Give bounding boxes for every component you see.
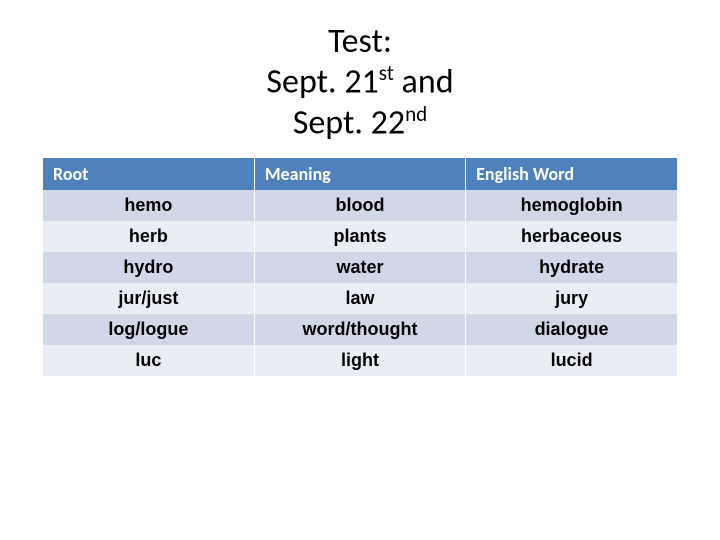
col-header-english-word: English Word: [466, 158, 677, 190]
col-header-meaning: Meaning: [254, 158, 465, 190]
cell-meaning: blood: [254, 190, 465, 221]
title-line2-suffix: and: [394, 61, 454, 102]
cell-meaning: plants: [254, 221, 465, 252]
title-line3-sup: nd: [405, 101, 427, 127]
table-row: jur/just law jury: [43, 283, 677, 314]
cell-meaning: water: [254, 252, 465, 283]
cell-meaning: light: [254, 345, 465, 376]
cell-english-word: dialogue: [466, 314, 677, 345]
cell-root: hemo: [43, 190, 254, 221]
cell-root: luc: [43, 345, 254, 376]
cell-english-word: jury: [466, 283, 677, 314]
title-line2-sup: st: [379, 60, 394, 86]
cell-english-word: lucid: [466, 345, 677, 376]
slide: Test: Sept. 21st and Sept. 22nd Root Mea…: [0, 0, 720, 540]
cell-meaning: word/thought: [254, 314, 465, 345]
vocab-table: Root Meaning English Word hemo blood hem…: [43, 158, 677, 376]
cell-english-word: hydrate: [466, 252, 677, 283]
title-line2-prefix: Sept. 21: [266, 61, 378, 102]
table-row: hydro water hydrate: [43, 252, 677, 283]
cell-meaning: law: [254, 283, 465, 314]
cell-root: hydro: [43, 252, 254, 283]
title-line1: Test:: [328, 21, 392, 62]
table-row: hemo blood hemoglobin: [43, 190, 677, 221]
cell-root: log/logue: [43, 314, 254, 345]
cell-english-word: herbaceous: [466, 221, 677, 252]
title-line3-prefix: Sept. 22: [293, 102, 405, 143]
col-header-root: Root: [43, 158, 254, 190]
table-row: log/logue word/thought dialogue: [43, 314, 677, 345]
table-header-row: Root Meaning English Word: [43, 158, 677, 190]
page-title: Test: Sept. 21st and Sept. 22nd: [0, 22, 720, 142]
table-row: herb plants herbaceous: [43, 221, 677, 252]
table-row: luc light lucid: [43, 345, 677, 376]
cell-root: jur/just: [43, 283, 254, 314]
cell-root: herb: [43, 221, 254, 252]
cell-english-word: hemoglobin: [466, 190, 677, 221]
